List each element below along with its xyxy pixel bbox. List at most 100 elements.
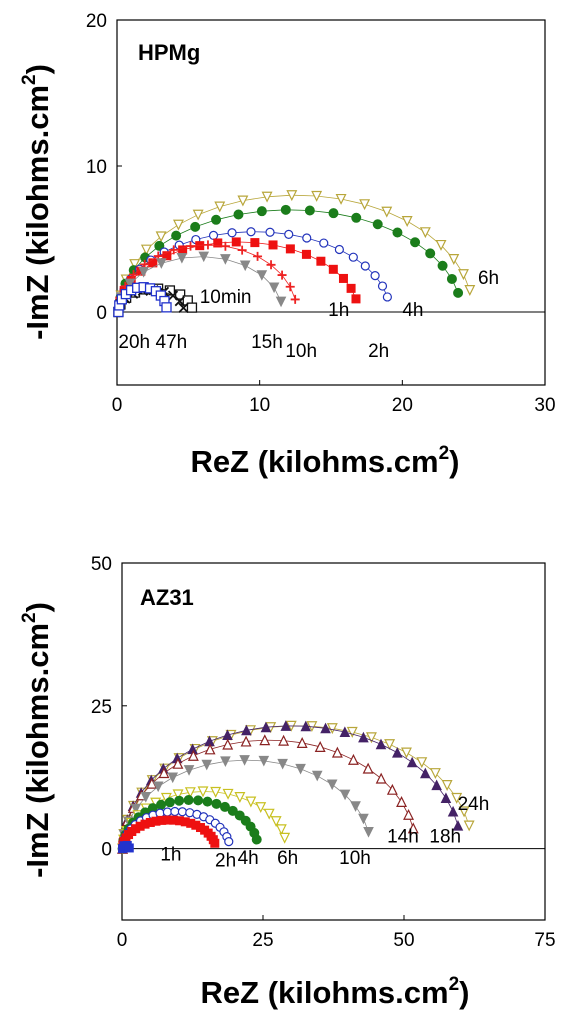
data-point — [431, 779, 442, 791]
data-point — [175, 816, 185, 826]
curve-label: 10h — [339, 848, 371, 869]
series-24h — [117, 720, 475, 855]
data-point — [372, 219, 383, 230]
data-point — [400, 747, 412, 759]
y-tick-label: 25 — [91, 697, 112, 718]
x-tick-label: 30 — [534, 395, 555, 416]
data-point — [250, 238, 260, 248]
data-point — [187, 749, 199, 761]
curve-label: 20h — [118, 332, 150, 353]
data-point — [227, 805, 238, 816]
data-point — [154, 240, 165, 251]
data-point — [178, 245, 188, 255]
data-point — [258, 755, 270, 767]
data-point — [145, 817, 155, 827]
data-point — [320, 722, 331, 734]
data-point — [157, 815, 167, 825]
data-point — [311, 190, 323, 202]
curve-label: 1h — [160, 845, 181, 866]
series-initial — [118, 840, 134, 854]
data-point — [256, 270, 268, 281]
data-point — [220, 254, 231, 265]
data-point — [245, 796, 257, 808]
data-point — [348, 252, 358, 262]
data-point — [177, 807, 187, 817]
x-tick-label: 0 — [117, 930, 128, 951]
x-tick-label: 0 — [112, 395, 123, 416]
plot-frame — [121, 562, 546, 921]
y-tick-label: 10 — [86, 157, 107, 178]
data-point — [178, 302, 189, 314]
data-point — [201, 759, 213, 771]
series-4h — [117, 795, 262, 854]
data-point — [192, 209, 204, 221]
data-point — [275, 296, 287, 308]
data-point — [220, 241, 230, 251]
data-point — [401, 216, 413, 227]
data-point — [265, 227, 275, 237]
data-point — [346, 726, 358, 738]
data-point — [278, 734, 290, 746]
data-point — [162, 251, 172, 261]
data-point — [457, 269, 469, 281]
y-tick-label: 50 — [91, 554, 112, 575]
data-point — [419, 227, 431, 239]
data-point — [172, 789, 184, 801]
data-point — [351, 294, 361, 304]
data-point — [403, 808, 415, 820]
data-point — [453, 287, 464, 298]
data-point — [435, 239, 447, 251]
data-point — [186, 818, 196, 828]
data-point — [279, 832, 291, 844]
data-point — [222, 738, 234, 750]
data-point — [296, 737, 308, 748]
data-point — [140, 819, 150, 829]
data-point — [339, 726, 351, 737]
data-point — [335, 193, 347, 205]
data-point — [363, 827, 374, 838]
data-point — [220, 756, 231, 767]
data-point — [186, 302, 198, 313]
data-point — [263, 808, 275, 820]
data-point — [319, 238, 329, 248]
data-point — [172, 219, 184, 231]
data-point — [135, 821, 145, 831]
data-point — [213, 238, 223, 248]
curve-label: 2h — [368, 341, 389, 362]
x-tick-label: 20 — [392, 395, 413, 416]
data-point — [253, 251, 263, 261]
panel-title: HPMg — [138, 40, 200, 65]
data-point — [446, 273, 457, 284]
data-point — [285, 244, 295, 254]
data-point — [256, 206, 267, 217]
data-point — [255, 802, 267, 814]
data-point — [377, 281, 388, 291]
data-point — [191, 820, 201, 830]
data-point — [410, 237, 421, 248]
data-point — [210, 838, 220, 848]
data-point — [237, 245, 247, 255]
data-point — [231, 237, 241, 247]
data-point — [360, 261, 370, 271]
data-point — [339, 789, 351, 801]
data-point — [304, 205, 315, 216]
x-tick-label: 10 — [249, 395, 270, 416]
data-point — [437, 260, 448, 271]
data-point — [268, 240, 278, 250]
curve-label: 24h — [458, 794, 490, 815]
data-point — [130, 803, 142, 815]
plot-frame — [116, 19, 546, 386]
series-line — [118, 209, 459, 313]
data-point — [214, 201, 226, 213]
data-point — [171, 230, 182, 241]
curve-label: 18h — [429, 826, 461, 847]
data-point — [370, 271, 380, 281]
data-point — [284, 229, 294, 239]
curve-label: 10min — [200, 287, 252, 308]
data-point — [277, 758, 288, 770]
data-point — [331, 746, 343, 758]
data-point — [386, 783, 398, 795]
data-point — [311, 770, 323, 782]
data-point — [240, 735, 252, 747]
data-point — [156, 258, 167, 269]
